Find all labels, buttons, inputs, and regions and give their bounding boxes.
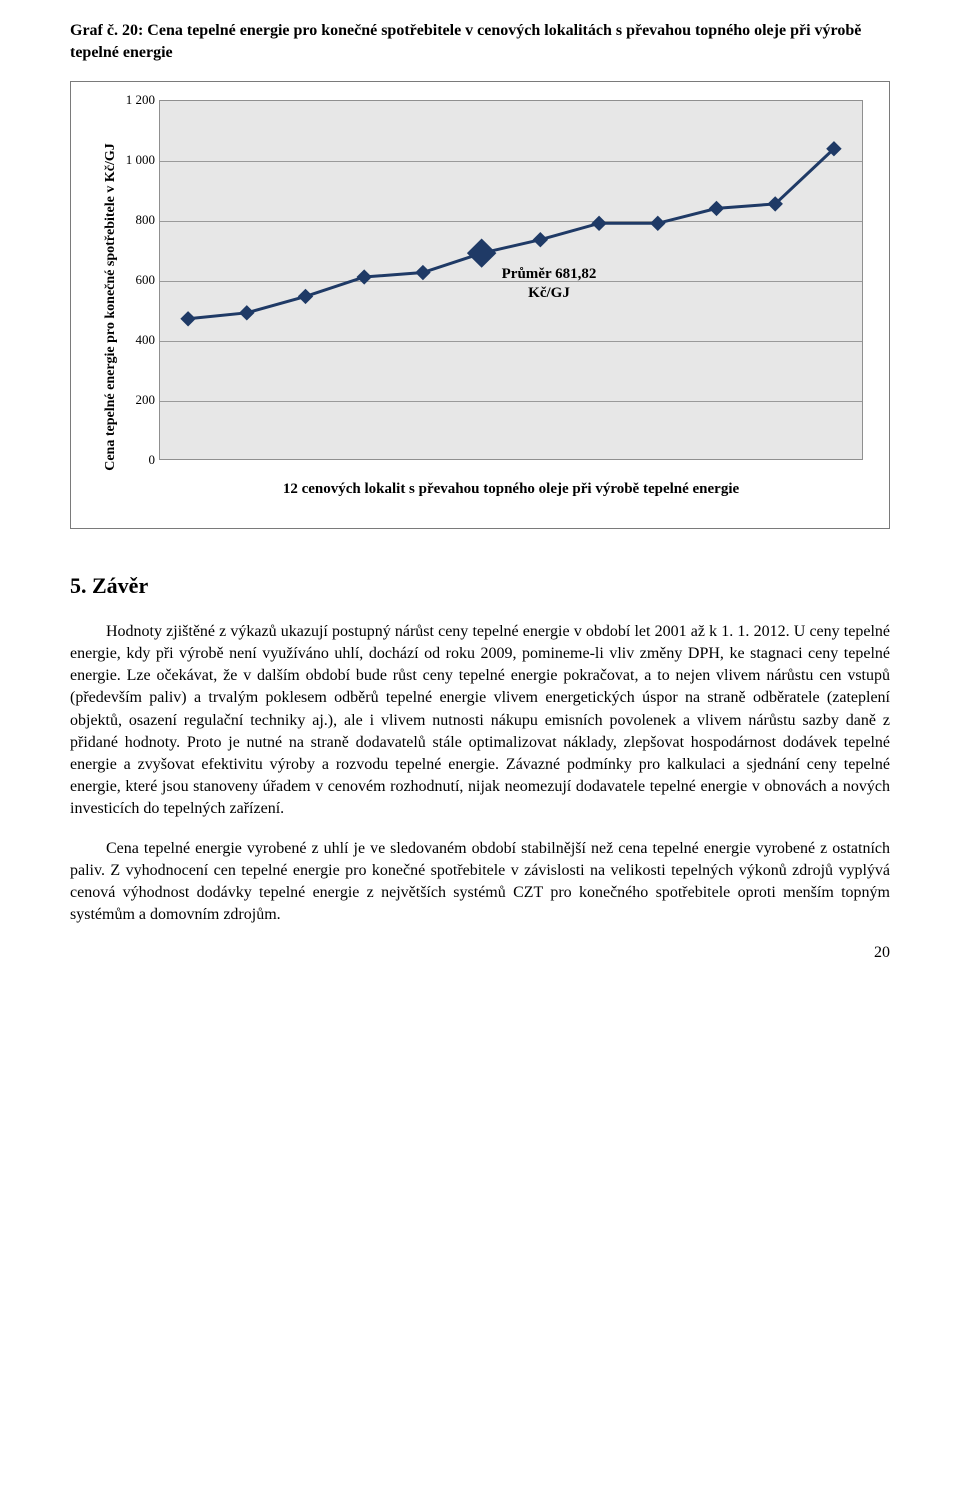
data-marker-big <box>468 239 496 267</box>
data-marker <box>240 306 254 320</box>
page-number: 20 <box>70 944 890 962</box>
annotation-line2: Kč/GJ <box>528 285 570 301</box>
y-tick-label: 200 <box>125 392 155 408</box>
plot-area: Průměr 681,82 Kč/GJ <box>159 100 863 460</box>
data-marker <box>298 290 312 304</box>
chart-annotation: Průměr 681,82 Kč/GJ <box>502 265 597 303</box>
chart-container: Cena tepelné energie pro konečné spotřeb… <box>70 81 890 529</box>
data-marker <box>709 202 723 216</box>
y-tick-label: 1 000 <box>125 152 155 168</box>
chart-title: Graf č. 20: Cena tepelné energie pro kon… <box>70 20 890 63</box>
y-tick-label: 0 <box>125 452 155 468</box>
paragraph-2: Cena tepelné energie vyrobené z uhlí je … <box>70 838 890 926</box>
y-tick-label: 400 <box>125 332 155 348</box>
y-axis-title: Cena tepelné energie pro konečné spotřeb… <box>103 143 119 471</box>
data-marker <box>651 217 665 231</box>
data-marker <box>533 233 547 247</box>
y-tick-label: 800 <box>125 212 155 228</box>
x-axis-title: 12 cenových lokalit s převahou topného o… <box>159 481 863 498</box>
paragraph-1: Hodnoty zjištěné z výkazů ukazují postup… <box>70 621 890 820</box>
data-marker <box>592 217 606 231</box>
data-marker <box>181 312 195 326</box>
data-marker <box>416 266 430 280</box>
data-marker <box>357 270 371 284</box>
annotation-line1: Průměr 681,82 <box>502 266 597 282</box>
y-tick-label: 600 <box>125 272 155 288</box>
chart-inner: Cena tepelné energie pro konečné spotřeb… <box>85 92 875 522</box>
section-heading: 5. Závěr <box>70 573 890 599</box>
y-tick-label: 1 200 <box>125 92 155 108</box>
